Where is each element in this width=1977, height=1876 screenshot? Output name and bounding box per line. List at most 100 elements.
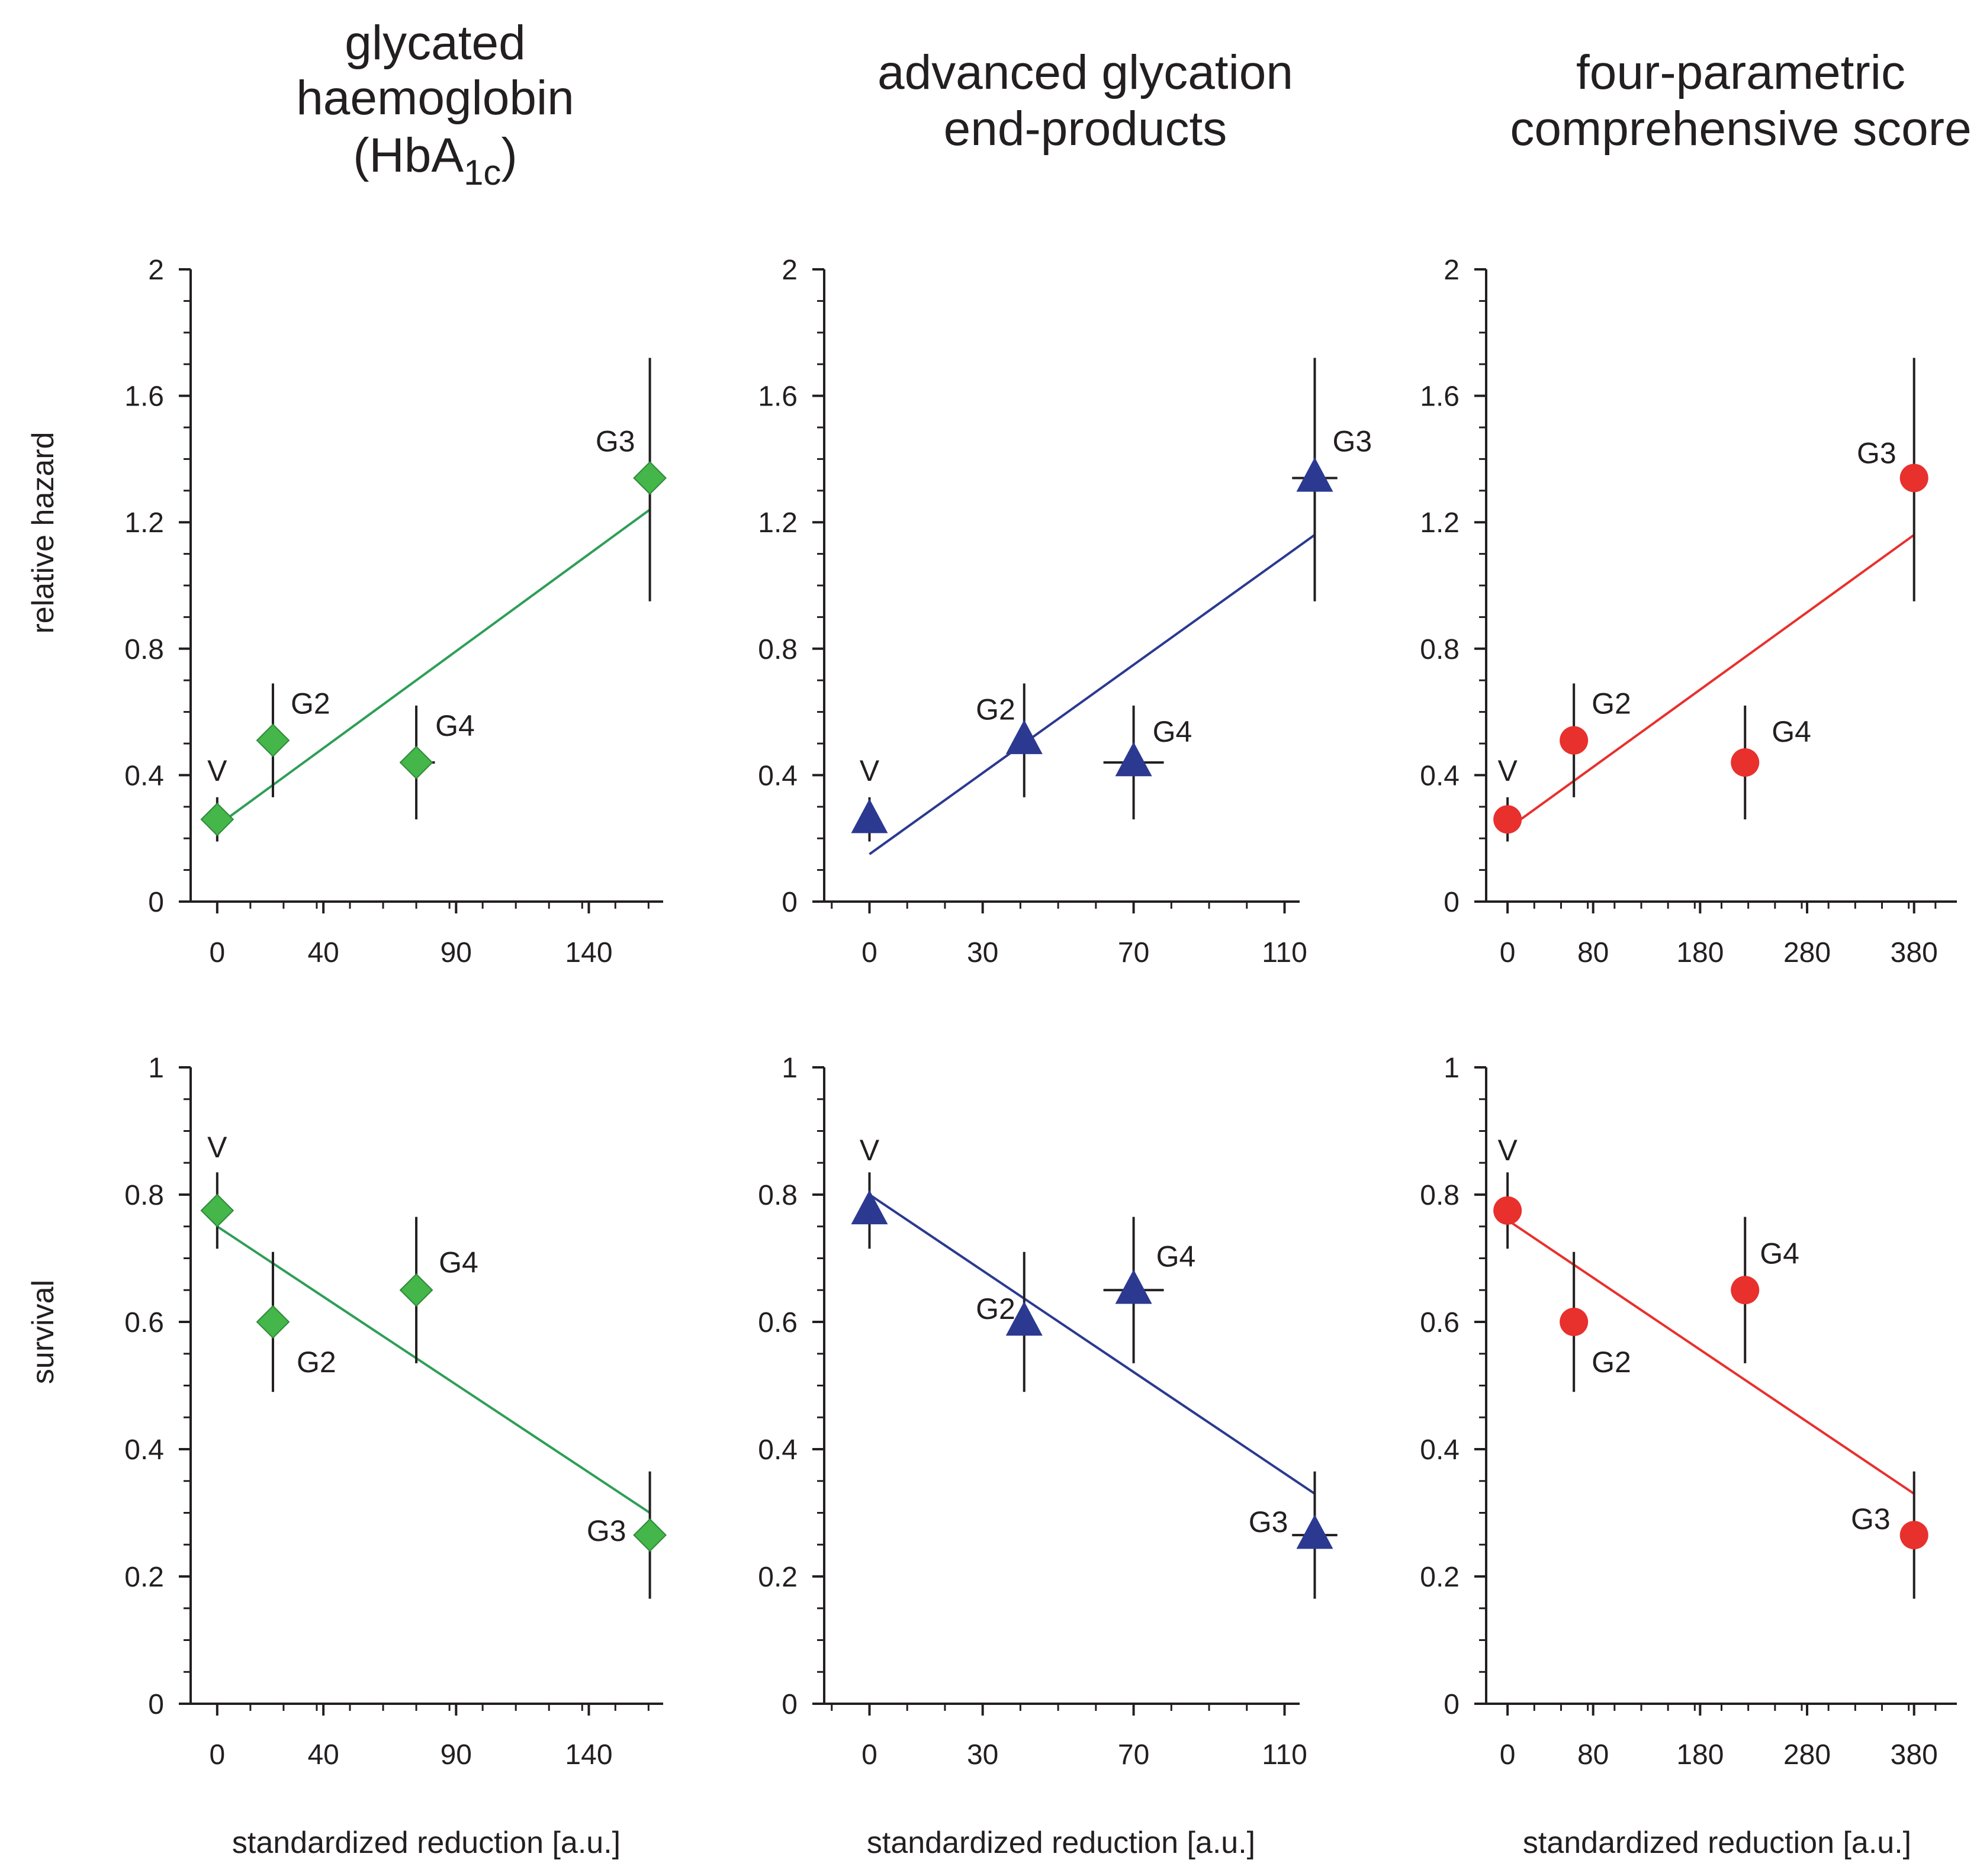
y-tick-label: 0: [782, 887, 798, 918]
marker-triangle: [1005, 719, 1043, 754]
marker-triangle: [1296, 1514, 1333, 1549]
y-tick-label: 0.8: [124, 1180, 164, 1211]
regression-line: [869, 533, 1316, 855]
y-tick-label: 0.4: [124, 1434, 164, 1466]
data-point-g2: G2: [256, 683, 330, 797]
x-axis-title-hba1c: standardized reduction [a.u.]: [232, 1826, 621, 1860]
marker-triangle: [1296, 457, 1333, 492]
data-point-v: V: [1493, 754, 1522, 842]
x-tick-label: 0: [209, 1739, 225, 1771]
point-label-g4: G4: [1156, 1240, 1196, 1273]
x-tick-label: 30: [967, 1739, 998, 1771]
row-label-relative-hazard: relative hazard: [26, 432, 60, 633]
marker-circle: [1560, 726, 1589, 755]
column-title-score-line1: four-parametric: [1576, 46, 1905, 99]
marker-diamond: [633, 1518, 667, 1552]
point-label-g3: G3: [587, 1514, 626, 1547]
y-tick-label: 0: [148, 1689, 164, 1720]
y-tick-label: 0: [148, 887, 164, 918]
regression-line: [869, 1193, 1316, 1495]
y-tick-label: 0.2: [1420, 1562, 1460, 1593]
data-point-g4: G4: [1731, 705, 1811, 820]
y-tick-label: 0.6: [124, 1307, 164, 1338]
x-tick-label: 280: [1783, 1739, 1831, 1771]
y-tick-label: 1: [1444, 1053, 1460, 1084]
y-tick-label: 0: [1444, 887, 1460, 918]
y-tick-label: 0.8: [758, 1180, 798, 1211]
x-tick-label: 140: [565, 1739, 612, 1771]
x-tick-label: 110: [1262, 1739, 1307, 1771]
data-point-g4: G4: [1103, 1217, 1196, 1363]
x-tick-label: 40: [307, 1739, 339, 1771]
point-label-g3: G3: [1857, 436, 1896, 469]
y-tick-label: 0.6: [758, 1307, 798, 1338]
x-tick-label: 80: [1577, 1739, 1609, 1771]
point-label-g4: G4: [1760, 1237, 1799, 1270]
marker-diamond: [256, 723, 290, 758]
data-point-v: V: [851, 754, 888, 842]
panel-hba1c-hazard: 0 0.4 0.8 1.2 1.6 2 0 40 90 140 V G2 G4 G3: [124, 255, 667, 968]
x-tick-label: 110: [1262, 937, 1307, 968]
x-axis-title-age: standardized reduction [a.u.]: [867, 1826, 1255, 1860]
x-tick-label: 70: [1118, 937, 1149, 968]
point-label-v: V: [1497, 754, 1518, 787]
y-tick-label: 0.2: [758, 1562, 798, 1593]
x-tick-label: 0: [1500, 937, 1516, 968]
column-title-hba1c-line1: glycated: [345, 16, 525, 70]
data-point-g3: G3: [1249, 1471, 1338, 1599]
x-tick-label: 140: [565, 937, 612, 968]
y-tick-label: 0.4: [1420, 1434, 1460, 1466]
y-tick-label: 0.8: [124, 634, 164, 665]
y-tick-label: 0.4: [1420, 760, 1460, 791]
marker-diamond: [399, 1273, 433, 1307]
point-label-g2: G2: [1592, 1346, 1631, 1379]
y-tick-label: 0.8: [1420, 1180, 1460, 1211]
data-point-v: V: [1493, 1134, 1522, 1249]
point-label-g4: G4: [1772, 715, 1811, 748]
marker-diamond: [399, 745, 433, 780]
column-title-age-line2: end-products: [944, 102, 1227, 156]
x-tick-label: 40: [307, 937, 339, 968]
marker-circle: [1899, 1521, 1928, 1550]
data-point-v: V: [200, 1131, 234, 1249]
data-point-g2: G2: [1560, 1251, 1631, 1392]
point-label-v: V: [207, 754, 227, 787]
panel-score-survival: 0 0.2 0.4 0.6 0.8 1 0 80 180 280 380 V G2 G4 G3: [1420, 1053, 1957, 1771]
y-tick-label: 1: [148, 1053, 164, 1084]
x-tick-label: 380: [1891, 937, 1938, 968]
x-tick-label: 30: [967, 937, 998, 968]
data-point-g2: G2: [976, 683, 1043, 797]
y-tick-label: 0.4: [758, 1434, 798, 1466]
x-tick-label: 280: [1783, 937, 1831, 968]
y-tick-label: 2: [1444, 255, 1460, 286]
data-point-g3: G3: [1292, 358, 1372, 601]
x-tick-label: 90: [441, 1739, 472, 1771]
point-label-g4: G4: [435, 709, 475, 742]
marker-triangle: [851, 799, 888, 834]
y-tick-label: 0.2: [124, 1562, 164, 1593]
regression-line: [216, 1225, 651, 1514]
point-label-g2: G2: [1592, 687, 1631, 720]
x-tick-label: 80: [1577, 937, 1609, 968]
marker-circle: [1731, 1276, 1760, 1305]
data-point-v: V: [851, 1134, 888, 1249]
point-label-g3: G3: [1249, 1505, 1288, 1539]
y-tick-label: 0: [1444, 1689, 1460, 1720]
data-point-g3: G3: [596, 358, 667, 601]
y-tick-label: 1.2: [1420, 507, 1460, 539]
column-title-hba1c-line3: (HbA1c): [353, 128, 517, 192]
data-point-g4: G4: [399, 1217, 478, 1363]
column-title-score: four-parametric comprehensive score: [1510, 46, 1971, 156]
y-tick-label: 1.6: [758, 381, 798, 413]
data-point-v: V: [200, 754, 234, 842]
regression-line: [216, 509, 651, 827]
marker-circle: [1493, 1196, 1522, 1225]
x-axis-title-score: standardized reduction [a.u.]: [1523, 1826, 1911, 1860]
data-point-g2: G2: [976, 1251, 1043, 1392]
regression-line: [1507, 1219, 1915, 1495]
data-point-g4: G4: [1103, 705, 1192, 820]
point-label-g2: G2: [291, 687, 330, 720]
point-label-g4: G4: [1153, 715, 1192, 748]
y-tick-label: 2: [782, 255, 798, 286]
